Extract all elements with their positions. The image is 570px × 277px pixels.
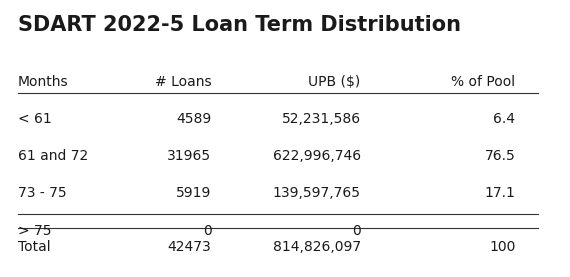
Text: 61 and 72: 61 and 72 (18, 150, 88, 163)
Text: SDART 2022-5 Loan Term Distribution: SDART 2022-5 Loan Term Distribution (18, 15, 461, 35)
Text: Total: Total (18, 240, 51, 254)
Text: 6.4: 6.4 (494, 112, 515, 126)
Text: 139,597,765: 139,597,765 (272, 186, 361, 201)
Text: # Loans: # Loans (155, 75, 211, 89)
Text: 4589: 4589 (176, 112, 211, 126)
Text: UPB ($): UPB ($) (308, 75, 361, 89)
Text: 100: 100 (489, 240, 515, 254)
Text: 73 - 75: 73 - 75 (18, 186, 67, 201)
Text: < 61: < 61 (18, 112, 52, 126)
Text: Months: Months (18, 75, 68, 89)
Text: 17.1: 17.1 (484, 186, 515, 201)
Text: 76.5: 76.5 (484, 150, 515, 163)
Text: 622,996,746: 622,996,746 (272, 150, 361, 163)
Text: 42473: 42473 (168, 240, 211, 254)
Text: 0: 0 (203, 224, 211, 237)
Text: 5919: 5919 (176, 186, 211, 201)
Text: 31965: 31965 (168, 150, 211, 163)
Text: > 75: > 75 (18, 224, 51, 237)
Text: 814,826,097: 814,826,097 (272, 240, 361, 254)
Text: 0: 0 (352, 224, 361, 237)
Text: 52,231,586: 52,231,586 (282, 112, 361, 126)
Text: % of Pool: % of Pool (451, 75, 515, 89)
